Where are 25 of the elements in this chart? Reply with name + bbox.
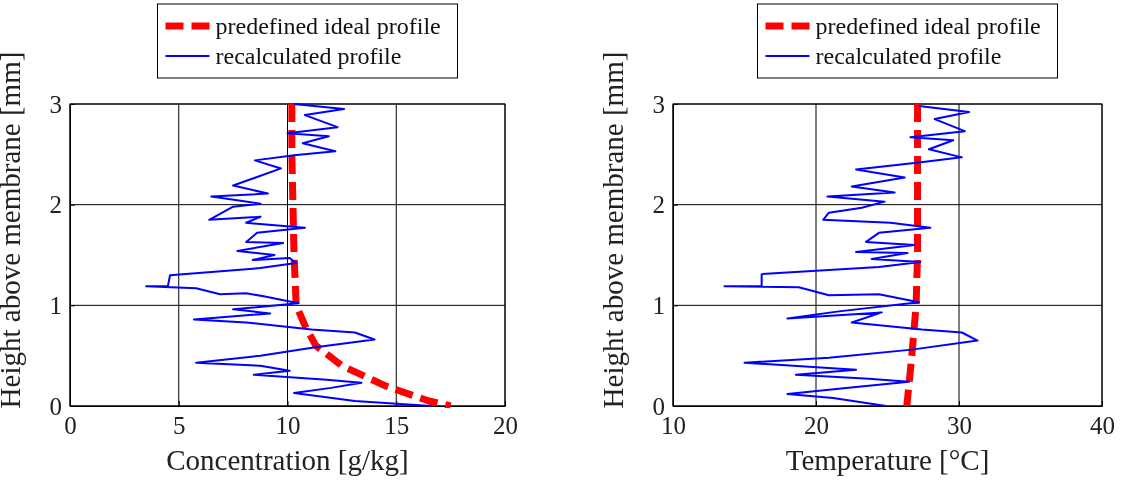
x-tick-label: 10 [275, 411, 301, 439]
x-tick-label: 20 [804, 411, 829, 439]
x-tick-label: 5 [173, 411, 186, 439]
y-tick-label: 3 [652, 90, 665, 118]
y-tick-label: 3 [49, 90, 62, 118]
line-series [145, 103, 433, 407]
legend-label: recalculated profile [215, 43, 402, 69]
x-tick-label: 15 [384, 411, 410, 439]
y-tick-label: 1 [652, 291, 665, 319]
legend-label: recalculated profile [815, 43, 1002, 69]
legend-label: predefined ideal profile [815, 13, 1041, 39]
x-axis-title: Temperature [°C] [785, 444, 990, 476]
x-tick-label: 40 [1090, 411, 1115, 439]
y-tick-label: 0 [652, 392, 665, 420]
y-axis-title: Height above membrane [mm] [597, 51, 629, 409]
y-tick-label: 0 [49, 392, 62, 420]
y-tick-label: 1 [49, 291, 62, 319]
x-axis-title: Concentration [g/kg] [166, 444, 409, 476]
y-tick-label: 2 [652, 191, 665, 219]
y-axis-title: Height above membrane [mm] [0, 51, 26, 409]
x-tick-label: 30 [947, 411, 972, 439]
x-tick-label: 20 [493, 411, 518, 439]
legend-label: predefined ideal profile [215, 13, 441, 39]
y-tick-label: 2 [49, 191, 62, 219]
line-series [723, 105, 979, 407]
